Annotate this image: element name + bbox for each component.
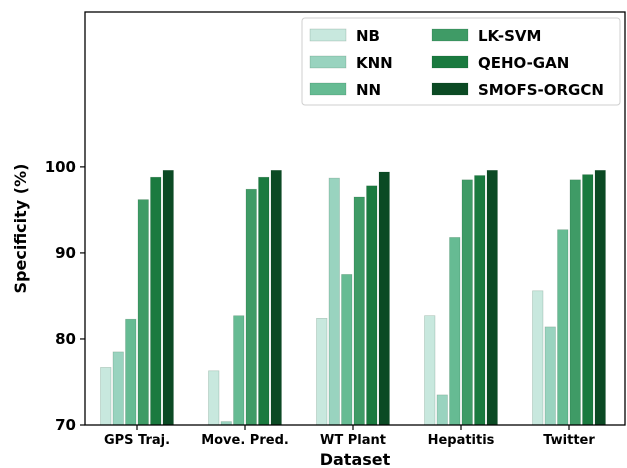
bar-knn-wt-plant [328,177,340,426]
legend-swatch [431,28,469,42]
bar-qeho-gan-gps-traj- [150,176,162,426]
bar-lk-svm-move-pred- [245,188,257,426]
bar-nb-hepatitis [424,315,436,426]
legend-swatch [309,55,347,69]
bar-qeho-gan-wt-plant [366,185,378,426]
bar-nn-move-pred- [233,315,245,426]
bar-nb-wt-plant [316,317,328,426]
bar-knn-hepatitis [436,394,448,426]
bar-nb-gps-traj- [100,367,112,426]
bar-knn-gps-traj- [112,351,124,426]
legend: NB KNN NN LK-SVM QEHO-GAN SMOFS-ORGCN [301,17,621,106]
x-axis-title: Dataset [320,450,391,468]
bar-lk-svm-twitter [569,179,581,426]
legend-label: KNN [356,54,393,72]
bar-knn-twitter [544,326,556,426]
legend-swatch [309,28,347,42]
legend-swatch [431,82,469,96]
plot-frame [84,11,626,426]
y-axis-ticks: 70 80 90 100 [45,158,85,434]
bar-qeho-gan-hepatitis [474,175,486,426]
bar-smofs-orgcn-hepatitis [486,170,498,426]
bar-lk-svm-hepatitis [461,179,473,426]
x-tick-label: Move. Pred. [201,433,289,448]
y-tick-label: 100 [45,158,76,176]
bar-qeho-gan-move-pred- [258,176,270,426]
plot-area [84,11,626,426]
bar-lk-svm-gps-traj- [137,199,149,426]
bar-nn-wt-plant [341,274,353,426]
bar-smofs-orgcn-wt-plant [378,171,390,426]
legend-label: LK-SVM [478,27,541,45]
legend-swatch [309,82,347,96]
bar-smofs-orgcn-twitter [594,170,606,426]
bar-nb-twitter [532,290,544,426]
y-tick-label: 70 [55,416,76,434]
legend-label: NB [356,27,380,45]
x-tick-label: WT Plant [320,433,386,448]
bar-smofs-orgcn-gps-traj- [162,170,174,426]
bar-nn-hepatitis [449,237,461,426]
x-tick-label: GPS Traj. [104,433,170,448]
legend-label: NN [356,81,381,99]
legend-label: QEHO-GAN [478,54,569,72]
bar-nb-move-pred- [208,370,220,426]
x-tick-label: Twitter [543,433,595,448]
bar-lk-svm-wt-plant [353,196,365,426]
y-tick-label: 80 [55,330,76,348]
x-axis-labels: GPS Traj. Move. Pred. WT Plant Hepatitis Twi… [104,425,595,448]
y-tick-label: 90 [55,244,76,262]
legend-label: SMOFS-ORGCN [478,81,604,99]
bar-smofs-orgcn-move-pred- [270,170,282,426]
bar-nn-twitter [557,229,569,426]
bar-qeho-gan-twitter [582,174,594,426]
bar-nn-gps-traj- [125,318,137,426]
y-axis-title: Specificity (%) [11,164,30,294]
x-tick-label: Hepatitis [428,433,495,448]
legend-swatch [431,55,469,69]
